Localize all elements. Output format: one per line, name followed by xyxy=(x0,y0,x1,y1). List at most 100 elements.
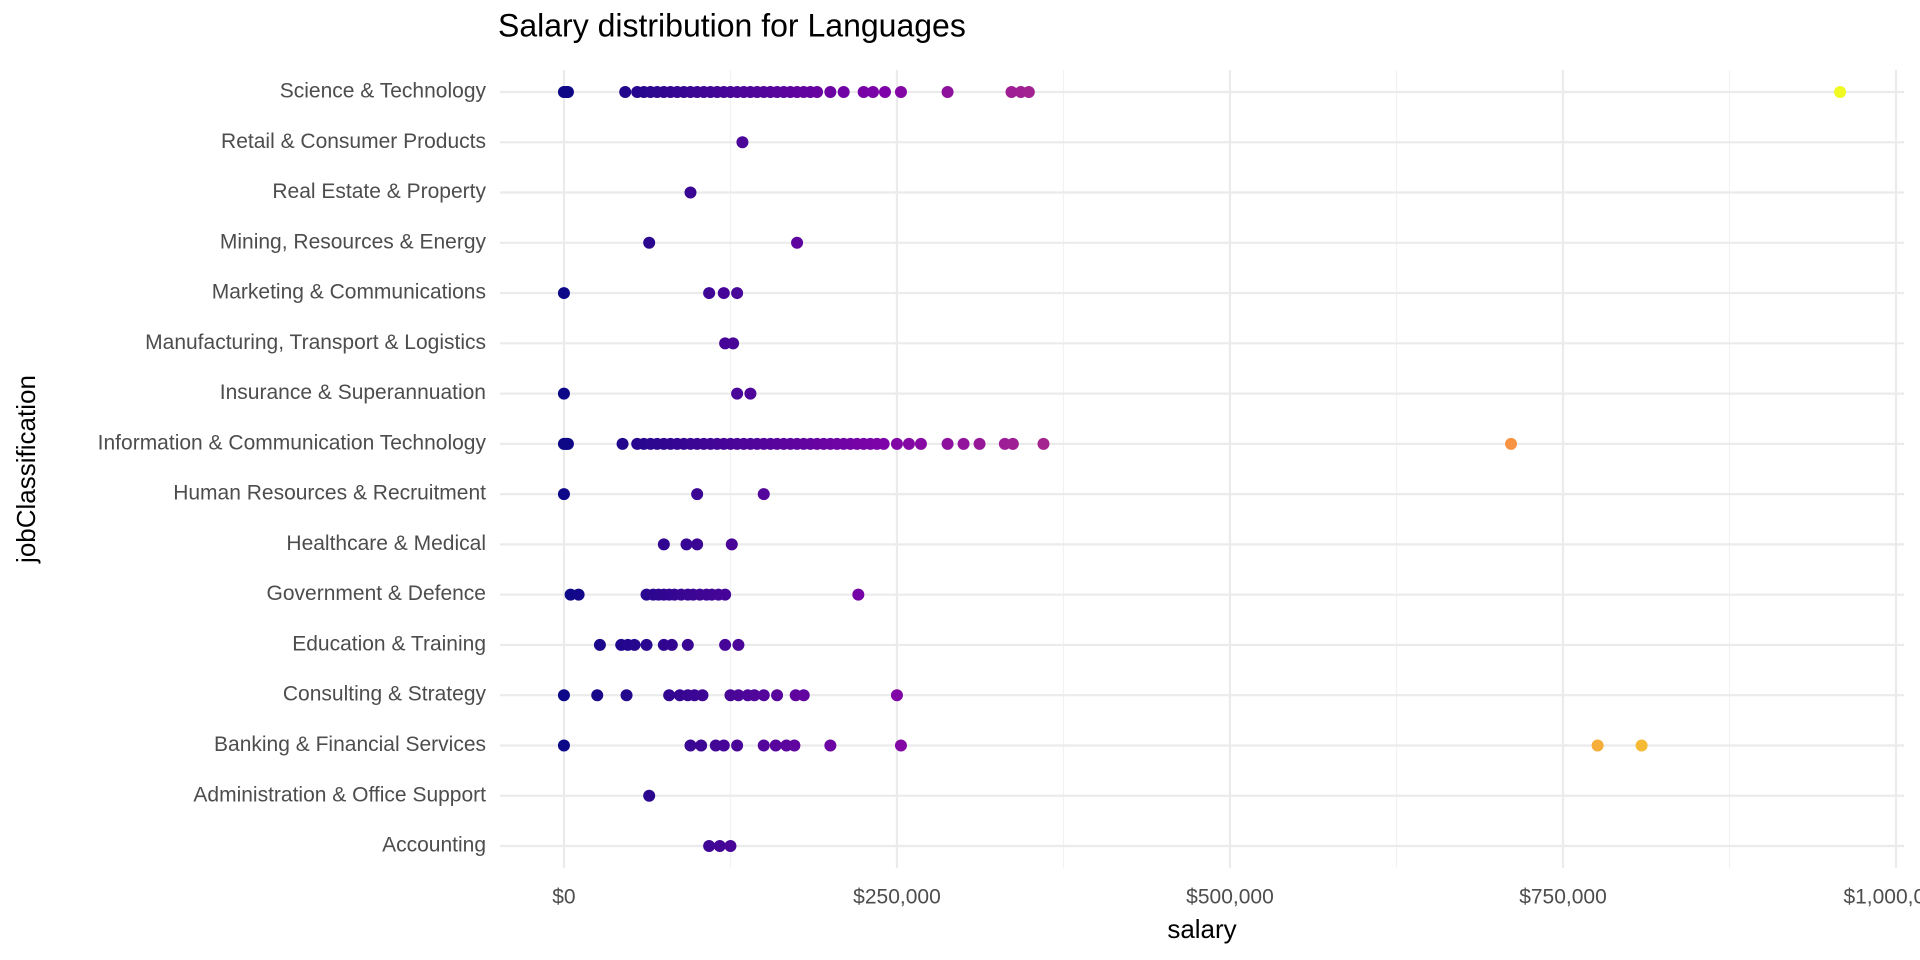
y-tick-label: Manufacturing, Transport & Logistics xyxy=(145,331,486,354)
point xyxy=(616,437,629,450)
point xyxy=(748,689,761,702)
point xyxy=(557,689,570,702)
point xyxy=(1591,739,1604,752)
y-tick-label: Retail & Consumer Products xyxy=(221,130,486,153)
point xyxy=(902,437,915,450)
point xyxy=(852,588,865,601)
point xyxy=(717,287,730,300)
y-tick-label: Mining, Resources & Energy xyxy=(220,230,487,253)
point xyxy=(914,437,927,450)
point xyxy=(663,689,676,702)
point xyxy=(695,739,708,752)
point xyxy=(640,638,653,651)
point xyxy=(703,287,716,300)
y-tick-label: Accounting xyxy=(382,834,486,857)
point xyxy=(657,538,670,551)
point xyxy=(732,689,745,702)
y-tick-label: Information & Communication Technology xyxy=(98,431,487,454)
point xyxy=(877,437,890,450)
point xyxy=(643,236,656,249)
point xyxy=(727,337,740,350)
point xyxy=(731,287,744,300)
y-axis-label: jobClassification xyxy=(11,375,41,564)
point xyxy=(894,86,907,98)
point xyxy=(557,739,570,752)
y-tick-label: Administration & Office Support xyxy=(193,783,486,806)
point xyxy=(1005,86,1018,98)
point xyxy=(1505,437,1518,450)
x-tick-label: $0 xyxy=(552,886,575,909)
point xyxy=(731,387,744,400)
y-tick-label: Banking & Financial Services xyxy=(214,733,486,756)
point xyxy=(717,739,730,752)
point xyxy=(557,488,570,501)
point xyxy=(620,689,633,702)
point xyxy=(757,488,770,501)
point xyxy=(691,538,704,551)
point xyxy=(857,86,870,98)
point xyxy=(837,86,850,98)
point xyxy=(719,588,732,601)
point xyxy=(703,840,716,852)
point xyxy=(719,638,732,651)
point xyxy=(680,538,693,551)
point xyxy=(771,689,784,702)
point xyxy=(797,689,810,702)
point xyxy=(736,136,749,149)
x-tick-label: $750,000 xyxy=(1519,886,1607,909)
point xyxy=(791,236,804,249)
x-tick-label: $1,000,000 xyxy=(1843,886,1920,909)
point xyxy=(684,186,697,199)
y-tick-label: Marketing & Communications xyxy=(212,281,486,304)
point xyxy=(713,840,726,852)
point xyxy=(724,840,737,852)
y-tick-label: Human Resources & Recruitment xyxy=(173,482,486,505)
y-tick-label: Government & Defence xyxy=(267,582,486,605)
point xyxy=(684,739,697,752)
point xyxy=(691,488,704,501)
point xyxy=(643,789,656,802)
point xyxy=(619,86,632,98)
point xyxy=(665,638,678,651)
y-tick-label: Healthcare & Medical xyxy=(286,532,486,555)
point xyxy=(1635,739,1648,752)
x-tick-label: $500,000 xyxy=(1186,886,1274,909)
x-tick-label: $250,000 xyxy=(853,886,941,909)
point xyxy=(557,287,570,300)
point xyxy=(890,689,903,702)
point xyxy=(788,739,801,752)
point xyxy=(744,387,757,400)
point xyxy=(957,437,970,450)
point xyxy=(890,437,903,450)
point xyxy=(561,86,574,98)
point xyxy=(1006,437,1019,450)
point xyxy=(557,387,570,400)
y-tick-label: Science & Technology xyxy=(280,80,487,103)
point xyxy=(757,689,770,702)
point xyxy=(593,638,606,651)
y-tick-label: Education & Training xyxy=(292,632,486,655)
point xyxy=(725,538,738,551)
point xyxy=(824,86,837,98)
point xyxy=(1834,86,1847,98)
y-tick-label: Real Estate & Property xyxy=(272,180,486,203)
point xyxy=(732,638,745,651)
point xyxy=(878,86,891,98)
point xyxy=(941,437,954,450)
marks xyxy=(557,86,1847,852)
point xyxy=(696,689,709,702)
x-axis-label: salary xyxy=(1167,914,1236,944)
point xyxy=(681,638,694,651)
point xyxy=(731,739,744,752)
point xyxy=(591,689,604,702)
point xyxy=(628,638,641,651)
point xyxy=(561,437,574,450)
point xyxy=(894,739,907,752)
point xyxy=(757,739,770,752)
point xyxy=(769,739,782,752)
point xyxy=(572,588,585,601)
point xyxy=(1022,86,1035,98)
point xyxy=(866,86,879,98)
